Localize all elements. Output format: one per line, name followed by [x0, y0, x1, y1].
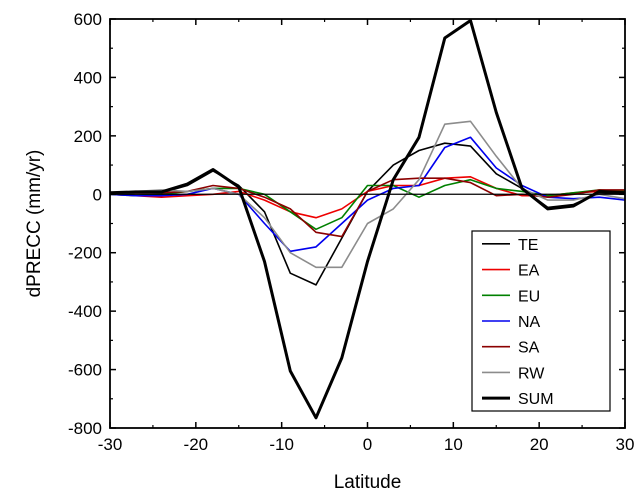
y-axis-title: dPRECC (mm/yr)	[24, 150, 45, 298]
legend-label-na: NA	[518, 314, 541, 331]
y-tick-label: -800	[68, 419, 102, 438]
y-tick-label: 0	[93, 185, 102, 204]
series-line-sum	[109, 19, 626, 420]
y-tick-label: -400	[68, 302, 102, 321]
plot-lines	[109, 19, 626, 420]
x-tick-label: -30	[98, 435, 123, 454]
series-line-eu	[109, 178, 626, 231]
legend: TE EA EU NA SA RW SUM	[471, 230, 611, 412]
x-axis-ticks: -30 -20 -10 0 10 20 30	[98, 19, 635, 454]
x-tick-label: -20	[184, 435, 209, 454]
legend-label-eu: EU	[518, 288, 540, 305]
x-axis-title: Latitude	[334, 472, 402, 493]
y-tick-label: -200	[68, 244, 102, 263]
x-tick-label: -10	[269, 435, 294, 454]
x-tick-label: 10	[444, 435, 463, 454]
x-tick-label: 0	[363, 435, 372, 454]
legend-label-te: TE	[518, 237, 538, 254]
y-axis-ticks: -800 -600 -400 -200 0 200 400 600	[68, 10, 625, 438]
y-tick-label: 400	[74, 68, 102, 87]
x-tick-label: 20	[530, 435, 549, 454]
y-tick-label: 600	[74, 10, 102, 29]
y-tick-label: 200	[74, 127, 102, 146]
series-line-rw	[109, 120, 626, 269]
legend-label-rw: RW	[518, 365, 545, 382]
y-tick-label: -600	[68, 361, 102, 380]
x-tick-label: 30	[616, 435, 635, 454]
series-line-na	[109, 136, 626, 253]
legend-label-sum: SUM	[518, 391, 554, 408]
legend-label-sa: SA	[518, 340, 540, 357]
legend-label-ea: EA	[518, 263, 540, 280]
